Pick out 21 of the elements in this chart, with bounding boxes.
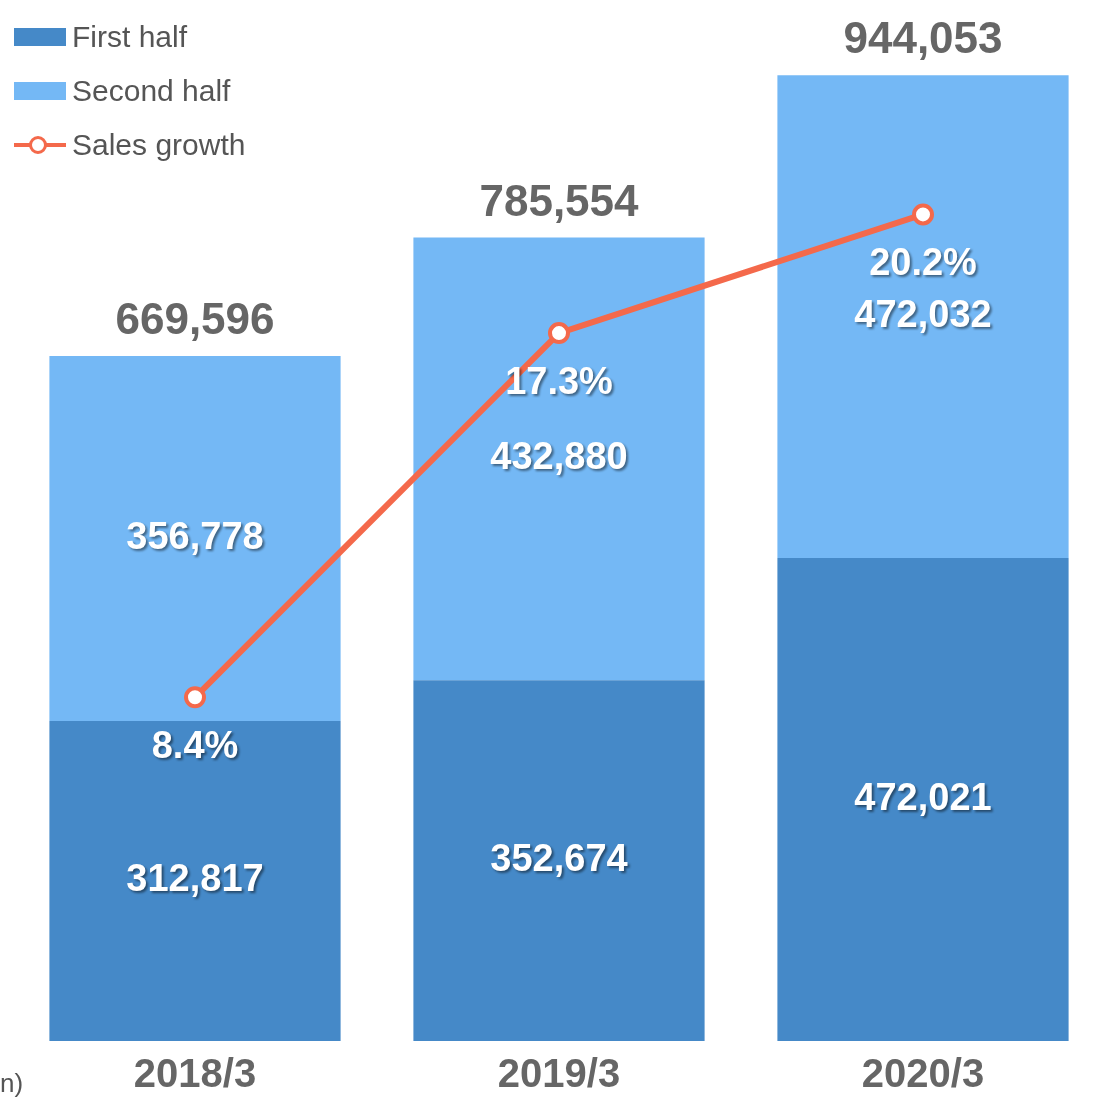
data-label: 472,021 <box>854 776 992 819</box>
data-label: 17.3% <box>505 359 613 402</box>
data-label: 8.4% <box>151 723 239 766</box>
legend-label: Sales growth <box>72 128 246 162</box>
x-tick-label: 2020/3 <box>861 1051 985 1096</box>
total-label: 785,554 <box>479 175 640 225</box>
total-label: 944,053 <box>843 13 1003 63</box>
legend-label: First half <box>72 20 188 54</box>
x-tick-label: 2018/3 <box>133 1051 257 1096</box>
legend-label: Second half <box>72 74 231 108</box>
bar <box>777 558 1069 1041</box>
bar <box>49 720 341 1041</box>
data-label: 352,674 <box>490 837 628 880</box>
data-label: 432,880 <box>490 435 628 478</box>
data-label: 472,032 <box>854 293 992 336</box>
text: n) <box>0 1068 24 1098</box>
total-label: 669,596 <box>115 294 275 344</box>
data-label: 312,817 <box>126 857 264 900</box>
x-tick-label: 2019/3 <box>497 1051 621 1096</box>
data-label: 356,778 <box>126 514 264 557</box>
data-label: 20.2% <box>869 240 977 283</box>
